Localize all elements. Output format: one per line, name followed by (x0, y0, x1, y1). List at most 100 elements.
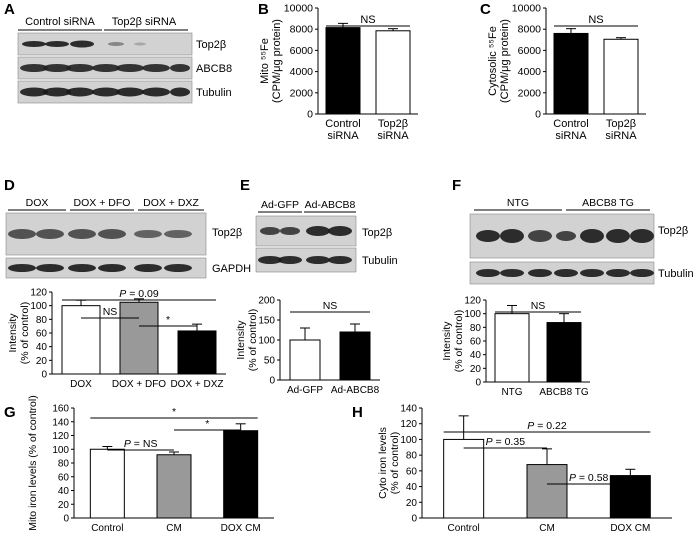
chart-d-y-tick-label: 100 (30, 301, 47, 312)
blot-f-tubulin-band (528, 269, 552, 277)
chart-h-y-label: Cyto iron levels (377, 427, 389, 499)
blot-a-abcb8-band (43, 64, 71, 72)
panel-letter-c: C (480, 1, 491, 18)
annotation-label: P = 0.35 (486, 436, 526, 448)
annotation-p: P (124, 438, 131, 450)
chart-f-bar (546, 322, 582, 383)
blot-d-gapdh-band (68, 264, 96, 272)
chart-g-y-tick-label: 140 (52, 417, 69, 428)
chart-f-x-tick-label: ABCB8 TG (539, 387, 588, 398)
chart-b-x-tick-label: Top2β (378, 118, 408, 130)
blot-a-tubulin-band (43, 87, 71, 97)
chart-c-y-tick-label: 2000 (518, 87, 542, 99)
blot-d-gapdh-band (8, 264, 36, 272)
blot-d-group-label: DOX + DFO (74, 197, 131, 209)
chart-d-bar (119, 301, 159, 375)
chart-b: 0 2000 4000 6000 8000 10000 Mito ⁵⁵Fe (CPM/μg p… (259, 3, 418, 142)
chart-f-y-tick-label: 20 (470, 364, 482, 375)
chart-g-y-tick-label: 80 (58, 459, 70, 470)
blot-a: Control siRNA Top2β siRNA Top2β ABCB8 Tubuli… (17, 16, 232, 104)
blot-f-top2b-band (528, 230, 552, 242)
chart-h-y-tick-label: 0 (411, 514, 417, 525)
chart-e-bar (289, 339, 321, 381)
chart-h-y-tick-label: 40 (406, 482, 418, 493)
blot-d: DOX DOX + DFO DOX + DXZ Top2β GAPDH (5, 197, 251, 279)
blot-f-group-label: ABCB8 TG (582, 197, 634, 209)
panel-letter-f: F (452, 177, 461, 194)
panel-letter-a: A (4, 1, 15, 18)
chart-h-y-tick-label: 80 (406, 451, 418, 462)
blot-f-tubulin-band (554, 269, 578, 277)
chart-e: 0 50 100 150 200 Intensity (% of control) Ad-GF… (235, 296, 380, 396)
chart-g-bar (156, 454, 192, 519)
blot-a-group-label: Control siRNA (25, 16, 95, 28)
annotation-label: P = 0.09 (119, 288, 159, 300)
chart-g-y-tick-label: 20 (58, 500, 70, 511)
panel-letter-g: G (4, 404, 16, 421)
blot-d-top2b-band (68, 229, 96, 239)
chart-d-bar (177, 330, 217, 375)
chart-g-y-tick-label: 0 (63, 514, 69, 525)
chart-b-bar (375, 30, 411, 115)
chart-h-y-tick-label: 140 (400, 404, 417, 415)
blot-d-top2b-band (164, 230, 192, 238)
chart-e-y-tick-label: 50 (264, 356, 276, 367)
annotation-p: P (569, 472, 576, 484)
chart-c-y-tick-label: 0 (535, 109, 541, 121)
blot-f-tubulin-band (606, 269, 630, 277)
chart-d-x-tick-label: DOX + DXZ (170, 379, 223, 390)
blot-e-top2b-band (280, 227, 300, 235)
chart-e-y-label: Intensity (235, 320, 247, 360)
annotation-label: * (166, 314, 170, 326)
chart-g-x-tick-label: DOX CM (221, 523, 261, 534)
blot-e-top2b-band (306, 226, 330, 236)
chart-f-y-tick-label: 0 (475, 378, 481, 389)
chart-h-bar (609, 475, 651, 519)
blot-a-group-label: Top2β siRNA (112, 16, 177, 28)
annotation-p: P (486, 436, 493, 448)
blot-a-abcb8-band (142, 64, 170, 72)
blot-a-abcb8-band (92, 64, 120, 72)
blot-e-tubulin-band (278, 256, 302, 264)
chart-g-bar (223, 430, 259, 519)
chart-g-y-tick-label: 40 (58, 486, 70, 497)
chart-c-x-tick-label: Control (553, 118, 588, 130)
blot-e-top2b-band (328, 226, 352, 236)
blot-e-top2b-band (260, 227, 280, 235)
chart-b-y-tick-label: 10000 (284, 3, 313, 15)
blot-e-band-label: Top2β (362, 227, 392, 239)
chart-d-bar (61, 305, 101, 375)
blot-d-gapdh-band (134, 264, 162, 272)
blot-e: Ad-GFP Ad-ABCB8 Top2β Tubulin (255, 199, 398, 273)
blot-f-top2b-band (580, 229, 604, 243)
chart-h-y-label: (% of control) (389, 432, 401, 494)
blot-f-top2b-band (476, 230, 500, 242)
blot-d-top2b-band (98, 229, 126, 239)
chart-h-bar (526, 464, 568, 519)
chart-d-y-tick-label: 20 (36, 356, 48, 367)
chart-f-y-tick-label: 60 (470, 337, 482, 348)
chart-e-x-tick-label: Ad-ABCB8 (331, 385, 380, 396)
chart-e-y-tick-label: 150 (258, 316, 275, 327)
chart-c-y-label: (CPM/μg protein) (499, 19, 511, 103)
blot-e-tubulin-band (328, 256, 352, 264)
panel-letter-h: H (352, 404, 363, 421)
chart-g: 0 20 40 60 80 100 120 140 160 Mito iron levels (%… (27, 395, 274, 534)
annotation-label: P = 0.58 (569, 472, 609, 484)
blot-a-abcb8-band (116, 64, 144, 72)
chart-d-x-tick-label: DOX + DFO (112, 379, 166, 390)
chart-h-y-tick-label: 120 (400, 419, 417, 430)
chart-e-bar (339, 331, 371, 381)
chart-b-y-tick-label: 6000 (290, 45, 314, 57)
chart-d-y-tick-label: 0 (41, 370, 47, 381)
blot-a-top2b-band (70, 40, 94, 48)
chart-f-y-tick-label: 80 (470, 323, 482, 334)
blot-d-gapdh-band (36, 264, 64, 272)
blot-d-group-label: DOX + DXZ (143, 197, 199, 209)
chart-b-x-tick-label: siRNA (327, 130, 359, 142)
panel-letter-d: D (4, 177, 15, 194)
chart-c-x-tick-label: Top2β (606, 118, 636, 130)
blot-f-group-label: NTG (507, 197, 529, 209)
blot-e-tubulin-band (258, 256, 282, 264)
chart-b-x-tick-label: siRNA (377, 130, 409, 142)
